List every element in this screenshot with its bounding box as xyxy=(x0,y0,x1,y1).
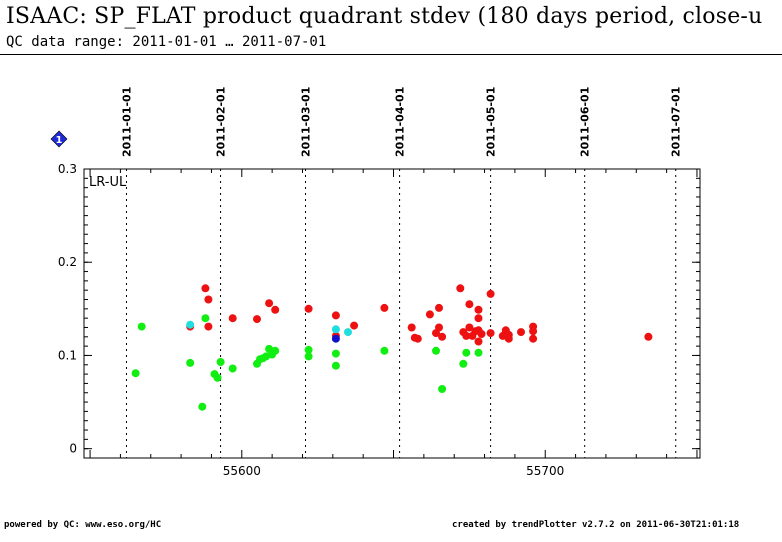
data-point-red xyxy=(644,332,653,341)
data-point-green xyxy=(331,361,340,370)
data-point-cyan xyxy=(186,320,195,329)
data-point-green xyxy=(137,322,146,331)
data-point-red xyxy=(438,332,447,341)
y-tick-label: 0.1 xyxy=(58,348,77,362)
data-point-red xyxy=(529,334,538,343)
data-point-red xyxy=(462,331,471,340)
date-marker-label: 2011-05-01 xyxy=(485,87,498,157)
data-point-red xyxy=(407,323,416,332)
data-point-green xyxy=(474,348,483,357)
axis-ticks xyxy=(84,168,700,459)
data-point-green xyxy=(438,385,447,393)
data-point-red xyxy=(474,337,483,346)
x-tick-label: 55700 xyxy=(526,464,564,478)
date-marker-label: 2011-04-01 xyxy=(394,87,407,157)
data-point-red xyxy=(474,314,483,323)
data-point-green xyxy=(462,348,471,357)
data-point-green xyxy=(186,358,195,367)
data-point-green xyxy=(271,346,280,355)
data-point-green xyxy=(198,402,207,411)
y-tick-label: 0.3 xyxy=(58,162,77,176)
data-point-green xyxy=(432,346,440,355)
date-marker-label: 2011-01-01 xyxy=(120,87,133,157)
data-point-red xyxy=(517,328,525,337)
data-point-red xyxy=(486,329,495,338)
data-point-red xyxy=(253,315,261,324)
data-point-red xyxy=(465,300,474,309)
data-point-red xyxy=(474,305,483,314)
data-point-red xyxy=(350,321,359,330)
data-point-red xyxy=(435,323,443,332)
y-tick-labels: 0 0.1 0.2 0.3 xyxy=(58,162,77,456)
date-marker-label: 2011-02-01 xyxy=(215,87,228,157)
page-title: ISAAC: SP_FLAT product quadrant stdev (1… xyxy=(6,4,763,29)
data-points xyxy=(131,284,653,411)
info-diamond-label: 1 xyxy=(56,135,63,146)
data-point-red xyxy=(271,305,280,314)
y-tick-label: 0.2 xyxy=(58,255,77,269)
data-point-red xyxy=(204,295,213,304)
data-point-red xyxy=(504,334,513,343)
date-marker-label: 2011-03-01 xyxy=(300,87,313,157)
data-point-green xyxy=(201,314,210,323)
data-point-green xyxy=(459,359,468,368)
data-point-green xyxy=(331,349,340,358)
data-point-green xyxy=(262,352,271,361)
data-point-red xyxy=(477,330,486,338)
footer-created-by: created by trendPlotter v2.7.2 on 2011-0… xyxy=(452,520,740,530)
data-point-red xyxy=(486,289,495,298)
data-point-cyan xyxy=(331,325,340,334)
footer-powered-by: powered by QC: www.eso.org/HC xyxy=(4,520,162,530)
x-tick-labels: 55600 55700 xyxy=(223,464,565,478)
data-point-green xyxy=(228,364,237,373)
info-diamond-icon[interactable]: 1 xyxy=(50,130,68,148)
data-point-red xyxy=(331,311,340,320)
date-marker-lines xyxy=(125,169,677,458)
data-point-red xyxy=(413,334,422,343)
data-point-red xyxy=(228,314,237,323)
data-range-subtitle: QC data range: 2011-01-01 … 2011-07-01 xyxy=(6,34,327,50)
data-point-green xyxy=(213,373,222,382)
data-point-green xyxy=(304,345,313,354)
panel-label: LR-UL xyxy=(89,175,127,190)
data-point-red xyxy=(204,322,213,331)
date-marker-labels: 2011-01-01 2011-02-01 2011-03-01 2011-04-01… xyxy=(120,87,682,157)
header-divider xyxy=(0,54,782,55)
x-tick-label: 55600 xyxy=(223,464,261,478)
date-marker-label: 2011-06-01 xyxy=(579,87,592,157)
data-point-red xyxy=(435,303,443,312)
data-point-red xyxy=(456,284,465,293)
data-point-cyan xyxy=(344,328,352,337)
data-point-red xyxy=(201,284,210,293)
data-point-red xyxy=(380,303,389,312)
data-point-red xyxy=(265,299,274,308)
data-point-green xyxy=(131,369,140,378)
data-point-blue xyxy=(331,334,340,343)
plot-frame xyxy=(83,168,701,459)
y-tick-label: 0 xyxy=(69,442,77,456)
date-marker-label: 2011-07-01 xyxy=(670,87,683,157)
data-point-green xyxy=(380,346,389,355)
data-point-red xyxy=(425,310,434,319)
data-point-red xyxy=(465,323,474,332)
data-point-green xyxy=(216,358,225,366)
data-point-red xyxy=(529,327,538,336)
data-point-red xyxy=(304,304,313,313)
data-point-green xyxy=(304,352,313,361)
info-diamond-shape[interactable] xyxy=(50,130,68,148)
